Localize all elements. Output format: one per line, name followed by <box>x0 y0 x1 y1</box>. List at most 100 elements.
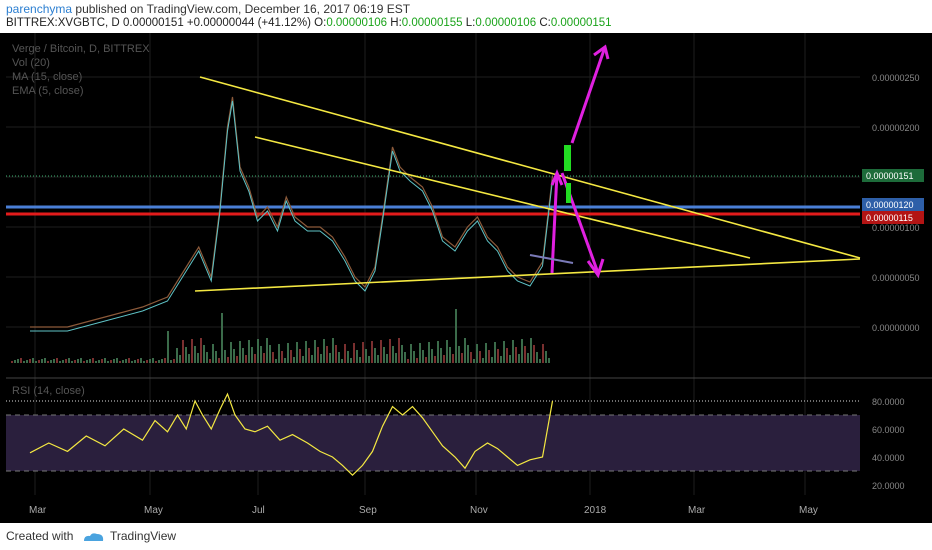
volume-bar <box>125 359 127 363</box>
chart-svg[interactable]: 0.000002500.000002000.000001500.00000100… <box>0 33 932 523</box>
volume-bar <box>101 359 103 363</box>
x-tick-1: May <box>144 505 163 516</box>
chart-area[interactable]: 0.000002500.000002000.000001500.00000100… <box>0 33 932 523</box>
publish-info: parenchyma published on TradingView.com,… <box>6 2 410 16</box>
volume-bar <box>164 358 166 363</box>
volume-bar <box>548 358 550 363</box>
volume-bar <box>311 355 313 363</box>
volume-bar <box>293 357 295 363</box>
volume-bar <box>272 352 274 363</box>
volume-bar <box>476 344 478 363</box>
volume-bar <box>119 361 121 363</box>
x-tick-3: Sep <box>359 505 377 516</box>
price-tick-1: 0.00000200 <box>872 123 920 133</box>
volume-bar <box>59 361 61 363</box>
volume-bar <box>206 352 208 363</box>
volume-bar <box>230 342 232 363</box>
volume-bar <box>500 356 502 363</box>
volume-bar <box>365 349 367 363</box>
arrow-head-mid <box>550 169 564 186</box>
volume-bar <box>329 353 331 363</box>
volume-bar <box>104 358 106 363</box>
ohlc-info: BITTREX:XVGBTC, D 0.00000151 +0.00000044… <box>6 17 612 29</box>
volume-bar <box>77 359 79 363</box>
volume-bar <box>482 358 484 363</box>
volume-bar <box>521 339 523 363</box>
volume-bar <box>260 346 262 363</box>
volume-bar <box>86 360 88 363</box>
volume-bar <box>302 356 304 363</box>
volume-bar <box>200 338 202 363</box>
volume-bar <box>128 358 130 363</box>
tradingview-cloud-icon <box>84 533 104 541</box>
high-value: 0.00000155 <box>401 17 463 29</box>
volume-bar <box>179 355 181 363</box>
created-with-label: Created with <box>6 529 74 543</box>
tradingview-brand[interactable]: TradingView <box>110 529 177 543</box>
volume-bar <box>290 350 292 363</box>
price-tag-bg-1 <box>862 198 924 211</box>
volume-bar <box>371 341 373 363</box>
volume-bar <box>41 359 43 363</box>
price-tick-0: 0.00000250 <box>872 73 920 83</box>
low-value: 0.00000106 <box>475 17 537 29</box>
volume-bar <box>29 359 31 363</box>
volume-bar <box>479 351 481 363</box>
volume-bar <box>263 353 265 363</box>
volume-bar <box>32 358 34 363</box>
volume-bar <box>203 345 205 363</box>
volume-bar <box>212 344 214 363</box>
volume-bar <box>494 342 496 363</box>
price-series-line <box>30 96 554 328</box>
price-tag-bg-2 <box>862 211 924 224</box>
volume-bar <box>488 350 490 363</box>
volume-bar <box>410 344 412 363</box>
volume-bar <box>50 360 52 363</box>
rsi-tick-1: 60.0000 <box>872 425 905 435</box>
volume-bar <box>143 361 145 363</box>
volume-bar <box>353 343 355 363</box>
volume-bar <box>338 352 340 363</box>
symbol-label: BITTREX:XVGBTC, D <box>6 17 120 29</box>
volume-bar <box>512 340 514 363</box>
volume-bar <box>14 360 16 363</box>
volume-bar <box>155 361 157 363</box>
volume-bar <box>524 346 526 363</box>
volume-bar <box>47 361 49 363</box>
volume-bar <box>335 345 337 363</box>
volume-bar <box>518 354 520 363</box>
volume-bar <box>374 348 376 363</box>
author-link[interactable]: parenchyma <box>6 2 73 16</box>
volume-bar <box>413 351 415 363</box>
volume-bar <box>236 356 238 363</box>
volume-bar <box>503 341 505 363</box>
volume-bar <box>509 355 511 363</box>
price-tick-4: 0.00000050 <box>872 273 920 283</box>
volume-bar <box>89 359 91 363</box>
volume-bar <box>281 351 283 363</box>
trendline-middle <box>254 136 751 259</box>
price-tag-2: 0.00000115 <box>866 213 913 223</box>
green-candle-small <box>566 183 571 203</box>
volume-bar <box>233 349 235 363</box>
arrow-up-left <box>550 172 559 274</box>
volume-bar <box>383 347 385 363</box>
volume-bar <box>536 352 538 363</box>
volume-bar <box>20 358 22 363</box>
volume-bar <box>44 358 46 363</box>
legend-vol: Vol (20) <box>12 57 50 69</box>
volume-bar <box>449 347 451 363</box>
arrow-head-down <box>586 258 605 279</box>
price-value: 0.00000151 <box>122 17 184 29</box>
volume-bar <box>137 359 139 363</box>
volume-bar <box>248 340 250 363</box>
volume-bar <box>266 338 268 363</box>
volume-bar <box>191 339 193 363</box>
volume-bar <box>98 360 100 363</box>
rsi-tick-2: 40.0000 <box>872 453 905 463</box>
volume-bar <box>122 360 124 363</box>
ma-line <box>30 100 553 332</box>
volume-bar <box>347 351 349 363</box>
volume-bar <box>461 353 463 363</box>
volume-bar <box>83 361 85 363</box>
